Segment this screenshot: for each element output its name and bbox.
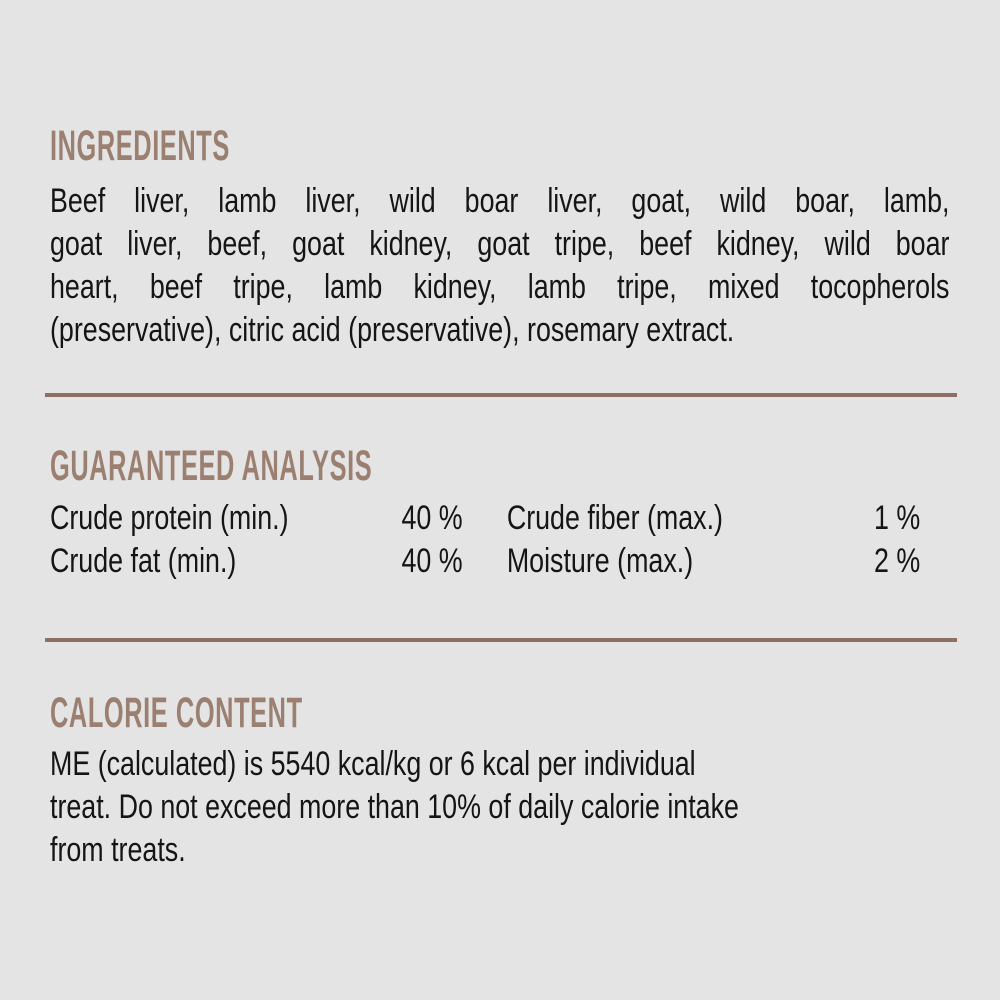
ingredients-line: heart, beef tripe, lamb kidney, lamb tri… xyxy=(50,268,950,306)
calorie-content-paragraph: ME (calculated) is 5540 kcal/kg or 6 kca… xyxy=(50,743,949,872)
table-row: Crude fat (min.) 40 % Moisture (max.) 2 … xyxy=(50,540,949,583)
calorie-line: from treats. xyxy=(50,831,186,869)
nutrient-label: Crude fat (min.) xyxy=(50,542,237,580)
ingredients-line: Beef liver, lamb liver, wild boar liver,… xyxy=(50,182,950,220)
nutrient-label: Crude protein (min.) xyxy=(50,499,289,537)
ingredients-heading: INGREDIENTS xyxy=(50,122,230,170)
table-cell: Crude fat (min.) 40 % xyxy=(50,540,463,583)
nutrient-label: Crude fiber (max.) xyxy=(506,499,723,537)
table-row: Crude protein (min.) 40 % Crude fiber (m… xyxy=(50,497,949,540)
nutrient-value: 1 % xyxy=(874,499,921,537)
nutrient-value: 40 % xyxy=(401,499,463,537)
ingredients-line: goat liver, beef, goat kidney, goat trip… xyxy=(50,225,950,263)
table-cell: Moisture (max.) 2 % xyxy=(507,540,920,583)
nutrient-value: 2 % xyxy=(874,542,921,580)
guaranteed-analysis-heading: GUARANTEED ANALYSIS xyxy=(50,442,373,490)
table-cell: Crude protein (min.) 40 % xyxy=(50,497,463,540)
table-cell: Crude fiber (max.) 1 % xyxy=(507,497,920,540)
nutrient-label: Moisture (max.) xyxy=(506,542,694,580)
calorie-line: treat. Do not exceed more than 10% of da… xyxy=(50,788,739,826)
guaranteed-analysis-table: Crude protein (min.) 40 % Crude fiber (m… xyxy=(50,497,949,583)
calorie-content-heading: CALORIE CONTENT xyxy=(50,689,303,737)
calorie-line: ME (calculated) is 5540 kcal/kg or 6 kca… xyxy=(50,745,696,783)
ingredients-line: (preservative), citric acid (preservativ… xyxy=(50,311,735,349)
section-divider-top xyxy=(45,393,957,397)
nutrient-value: 40 % xyxy=(401,542,463,580)
section-divider-bottom xyxy=(45,638,957,642)
ingredients-paragraph: Beef liver, lamb liver, wild boar liver,… xyxy=(50,180,949,352)
